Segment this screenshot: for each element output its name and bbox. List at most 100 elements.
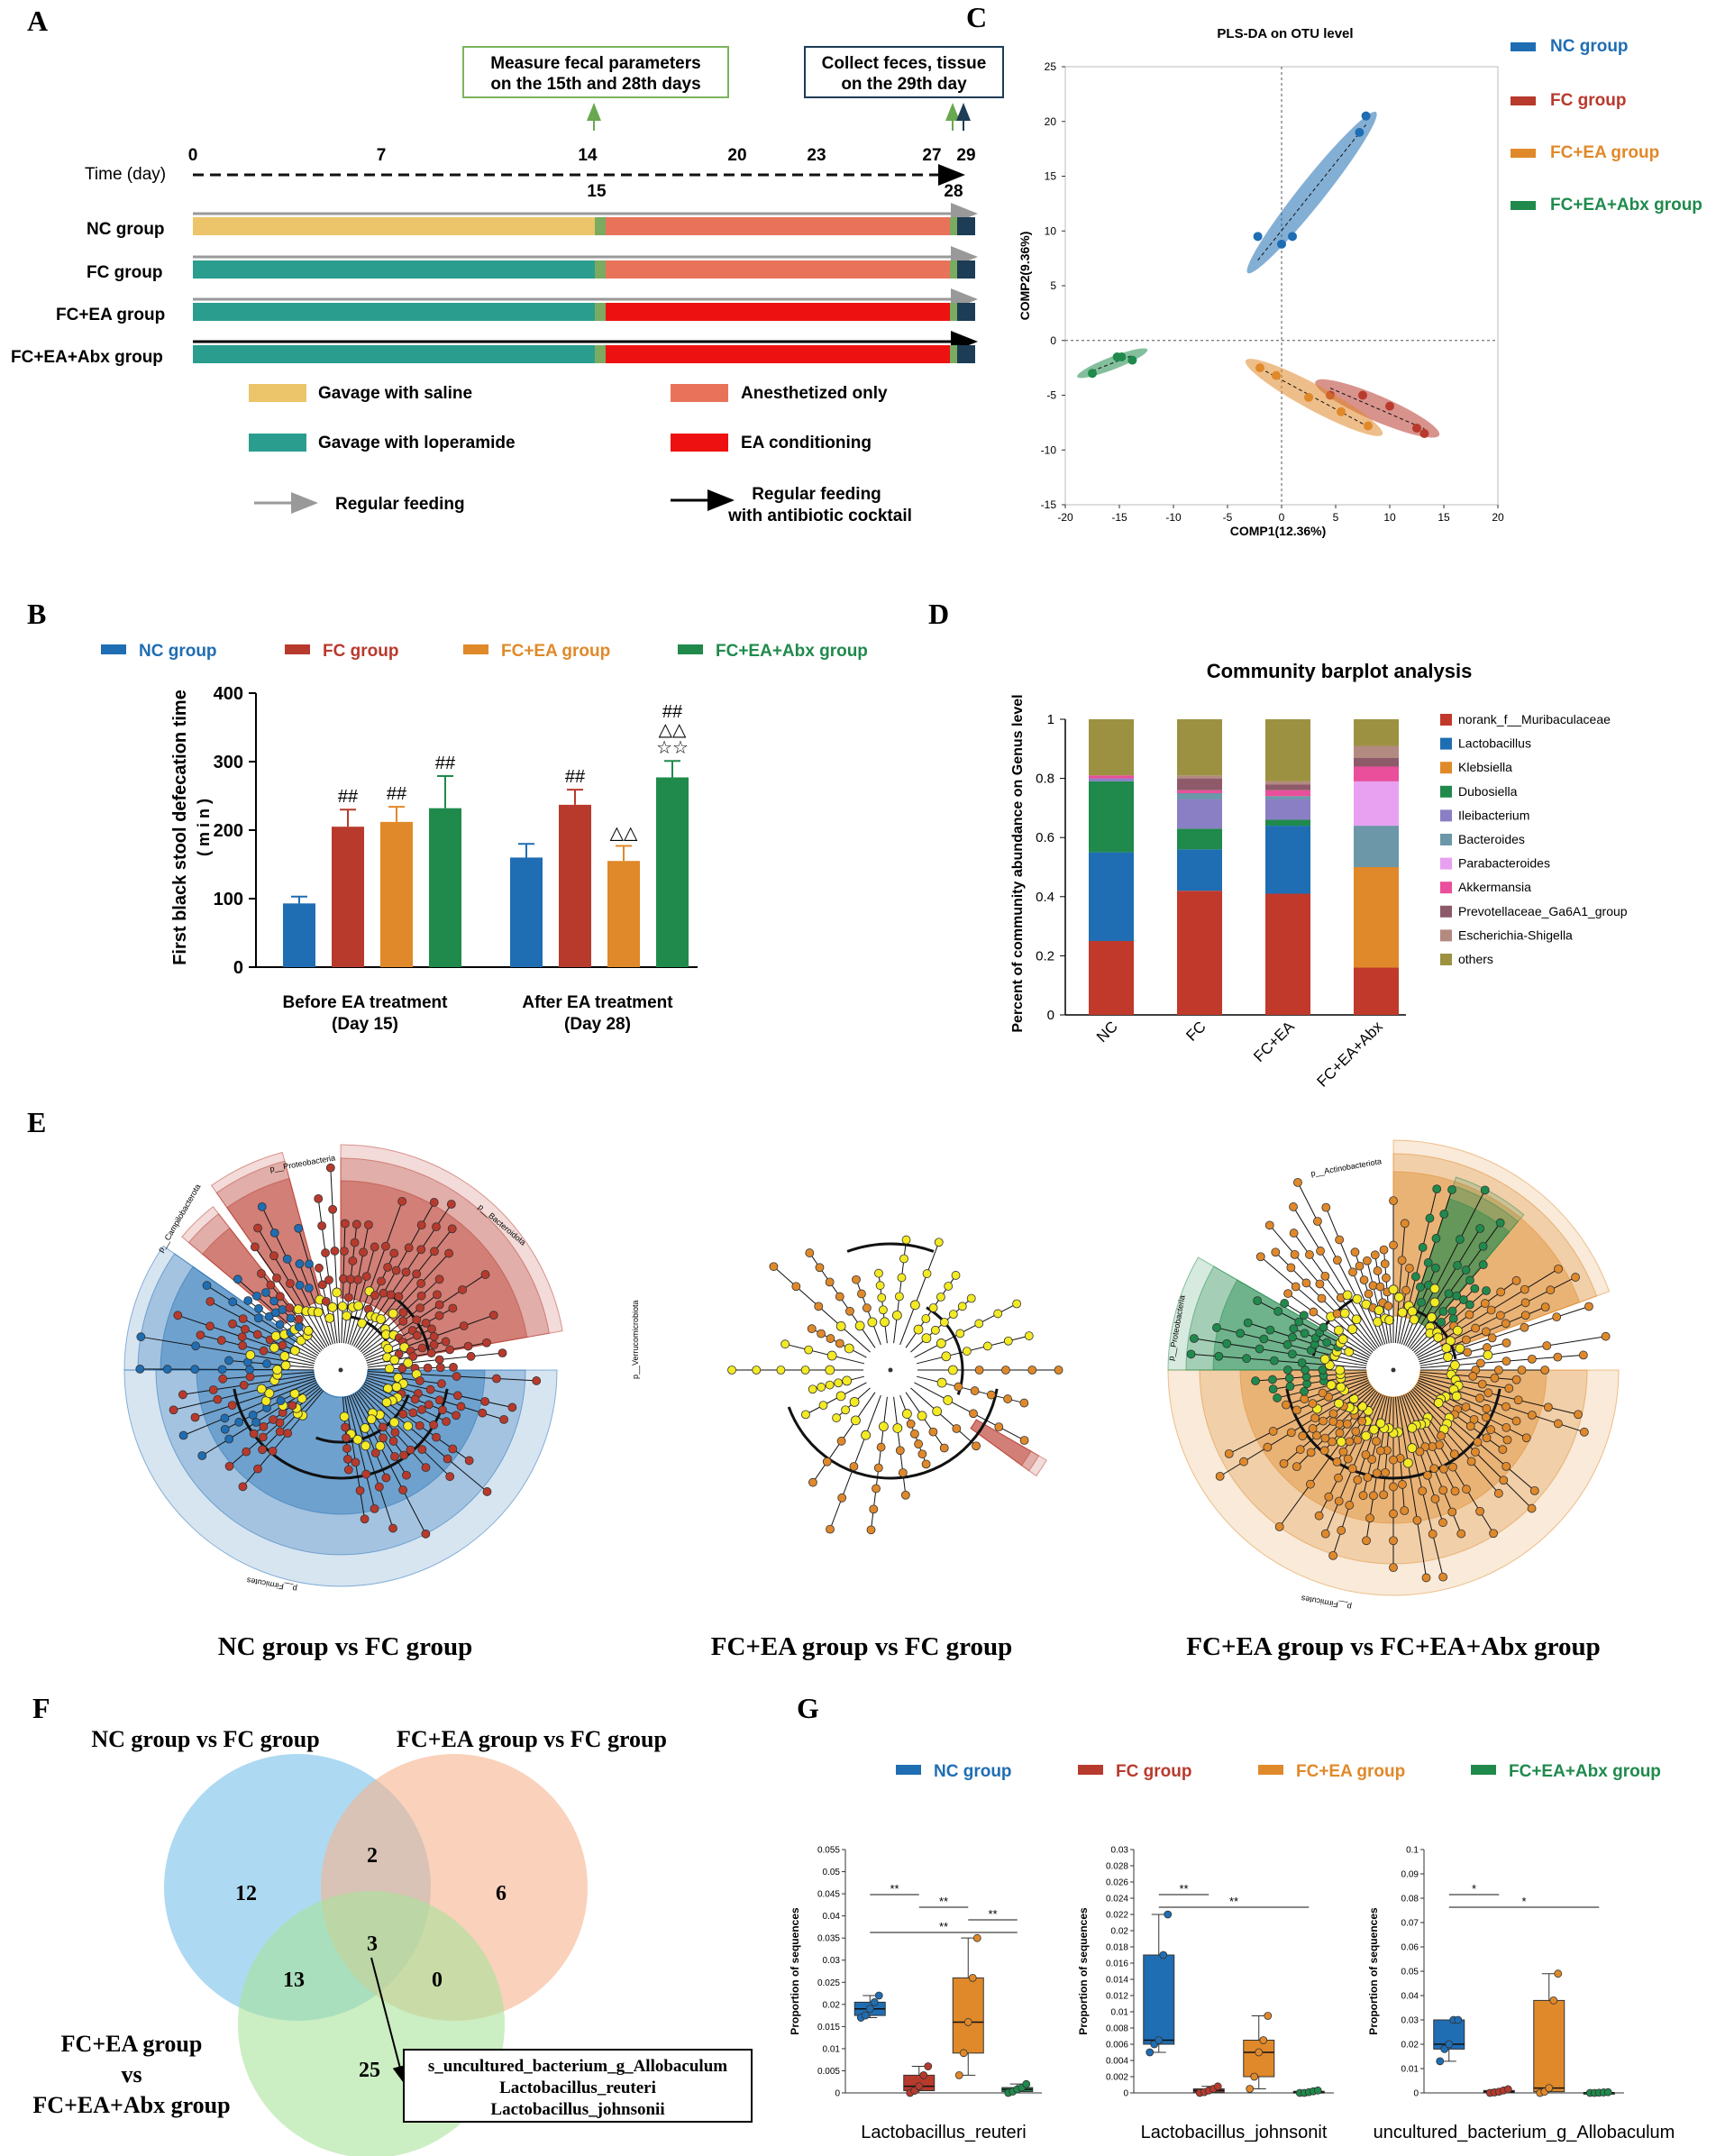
- bar-abx: [429, 808, 461, 967]
- clade-node: [1054, 1366, 1063, 1375]
- timeline-treat-fcea: [606, 303, 950, 321]
- clade-node: [898, 1468, 908, 1477]
- box-ytick-label: 0.016: [1106, 1960, 1128, 1969]
- clade-node: [423, 1363, 433, 1373]
- clade-node: [1315, 1279, 1325, 1289]
- clade-node: [430, 1247, 439, 1256]
- bar-annotation-triangle: △△: [610, 823, 638, 843]
- plsda-legend-swatch-abx: [1511, 201, 1536, 210]
- clade-spoke: [1403, 1267, 1437, 1346]
- boxplot-1: 0 0.002 0.004 0.006 0.008 0.01 0.012 0.014 0.016…: [1077, 1846, 1334, 2142]
- clade-node: [852, 1274, 861, 1284]
- box-fcea: [1243, 2040, 1275, 2078]
- clade-node: [1499, 1475, 1509, 1485]
- clade-node: [1282, 1400, 1291, 1410]
- venn-count-ac: 13: [283, 1969, 305, 1992]
- plsda-ytick-label: 20: [1045, 115, 1057, 128]
- clade-spoke: [1409, 1391, 1456, 1455]
- clade-node: [364, 1220, 373, 1229]
- clade-node: [1308, 1424, 1318, 1433]
- clade-node: [355, 1485, 365, 1495]
- clade-node: [875, 1281, 885, 1291]
- plsda-legend-swatch-fcea: [1511, 149, 1536, 158]
- clade-node: [398, 1308, 408, 1318]
- clade-node: [245, 1349, 256, 1360]
- clade-root: [888, 1367, 893, 1373]
- box-point-nc: [861, 2011, 870, 2020]
- stack-legend-label: Bacteroides: [1458, 832, 1525, 846]
- cladogram-fcea-vs-fc: p__Verrucomicrobiota: [631, 1235, 1063, 1535]
- bar-annotation-star: ☆☆: [656, 738, 689, 758]
- timeline-gavage-nc: [193, 217, 595, 235]
- clade-node: [1280, 1299, 1290, 1308]
- clade-node: [1443, 1352, 1453, 1362]
- timeline-treat-abx: [606, 345, 950, 363]
- stack-ytick-label: 0.6: [1036, 830, 1054, 845]
- clade-node: [1389, 1240, 1398, 1250]
- box-point-nc: [874, 1991, 883, 2000]
- clade-spoke: [1285, 1377, 1368, 1406]
- clade-node: [269, 1415, 278, 1424]
- legend-swatch-saline: [249, 384, 306, 402]
- clade-node: [1389, 1563, 1398, 1573]
- clade-node: [1601, 1331, 1611, 1341]
- clade-node: [1343, 1454, 1353, 1464]
- box-point-nc: [1454, 2015, 1463, 2024]
- clade-node: [1429, 1464, 1439, 1474]
- clade-spoke: [261, 1389, 323, 1450]
- box-ytick-label: 0.005: [817, 2067, 840, 2077]
- stack-segment-others: [1089, 719, 1134, 776]
- stack-segment-Escherichia-Shigella: [1354, 745, 1399, 758]
- clade-node: [412, 1269, 422, 1279]
- clade-branch: [233, 1388, 449, 1480]
- timeline-end-abx: [957, 345, 975, 363]
- clade-node: [438, 1405, 447, 1415]
- clade-node: [1274, 1521, 1284, 1531]
- clade-node: [1437, 1431, 1446, 1440]
- clade-node: [939, 1443, 949, 1453]
- clade-node: [873, 1463, 883, 1473]
- clade-node: [293, 1304, 304, 1314]
- clade-node: [1463, 1348, 1473, 1357]
- clade-node: [867, 1317, 878, 1328]
- clade-node: [406, 1445, 415, 1455]
- clade-node: [259, 1421, 269, 1431]
- venn-callout-line3: Lactobacillus_johnsonii: [490, 2100, 664, 2119]
- clade-node: [1511, 1375, 1521, 1384]
- bar-annotation-triangle: △△: [659, 720, 687, 740]
- bar-annotation-hash: ##: [435, 754, 456, 773]
- plsda-point-fc: [1358, 390, 1367, 400]
- clade-spoke: [364, 1381, 447, 1422]
- clade-node: [1305, 1250, 1314, 1259]
- clade-node: [361, 1440, 371, 1451]
- bar-abx: [656, 777, 689, 967]
- box-xlabel: uncultured_bacterium_g_Allobaculum: [1374, 2123, 1675, 2142]
- clade-node: [1447, 1306, 1457, 1316]
- clade-spoke: [183, 1380, 316, 1436]
- stack-segment-Akkermansia: [1354, 766, 1399, 781]
- tick-7: 7: [377, 146, 387, 165]
- bar-annotation-hash: ##: [662, 702, 683, 722]
- clade-node: [1367, 1455, 1377, 1464]
- clade-node: [1451, 1391, 1462, 1402]
- clade-node: [426, 1348, 436, 1358]
- clade-node: [1370, 1250, 1380, 1260]
- clade-node: [900, 1490, 910, 1500]
- clade-node: [1214, 1351, 1224, 1361]
- clade-node: [275, 1292, 285, 1302]
- clade-node: [1255, 1252, 1265, 1262]
- box-point-fc: [924, 2062, 933, 2070]
- clade-node: [1264, 1220, 1274, 1230]
- clade-node: [966, 1293, 976, 1303]
- box-point-fc: [919, 2070, 928, 2079]
- clade-node: [351, 1220, 361, 1229]
- clade-node: [1439, 1210, 1449, 1219]
- clade-spoke: [1416, 1268, 1559, 1357]
- clade-node: [1543, 1402, 1553, 1412]
- clade-node: [955, 1329, 965, 1338]
- clade-node: [1498, 1445, 1508, 1455]
- clade-node: [434, 1355, 444, 1365]
- clade-node: [1481, 1327, 1491, 1337]
- clade-node: [252, 1329, 262, 1339]
- clade-node: [1375, 1446, 1385, 1456]
